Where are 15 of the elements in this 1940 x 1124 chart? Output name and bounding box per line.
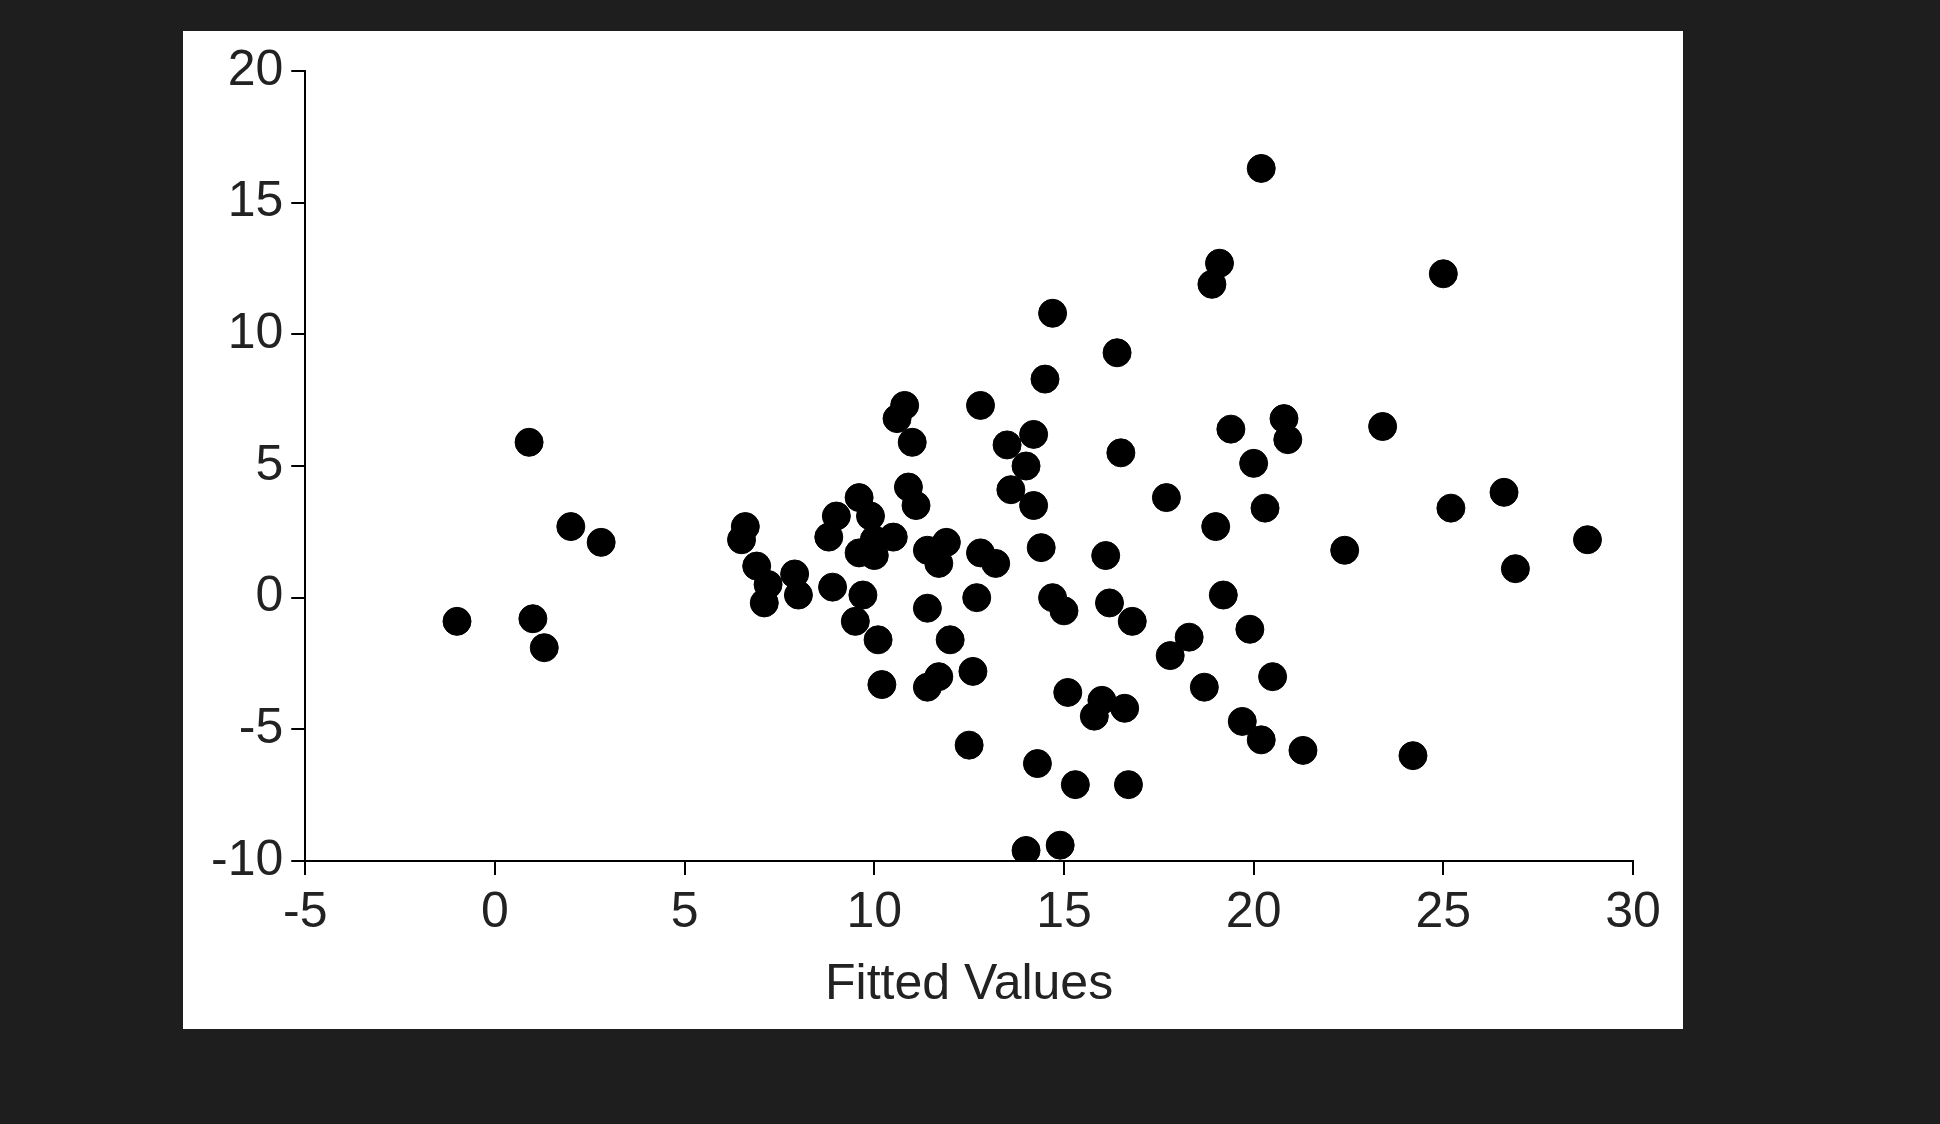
y-tick-label: 10 (227, 303, 284, 360)
x-tick-label: 30 (1605, 881, 1661, 938)
x-tick-label: 25 (1415, 881, 1472, 938)
y-tick-label: 0 (255, 566, 284, 623)
y-tick-label: -10 (211, 829, 284, 886)
x-tick-label: 20 (1225, 881, 1282, 938)
x-tick-label: 0 (481, 881, 509, 938)
x-axis-title: Fitted Values (825, 953, 1114, 1010)
y-tick-label: 15 (227, 171, 284, 228)
x-tick-label: 5 (670, 881, 699, 938)
x-tick-label: 15 (1036, 881, 1092, 938)
y-tick-label: 20 (227, 39, 284, 96)
y-tick-label: -5 (238, 698, 284, 755)
y-tick-label: 5 (255, 434, 284, 491)
x-tick-label: 10 (846, 881, 903, 938)
